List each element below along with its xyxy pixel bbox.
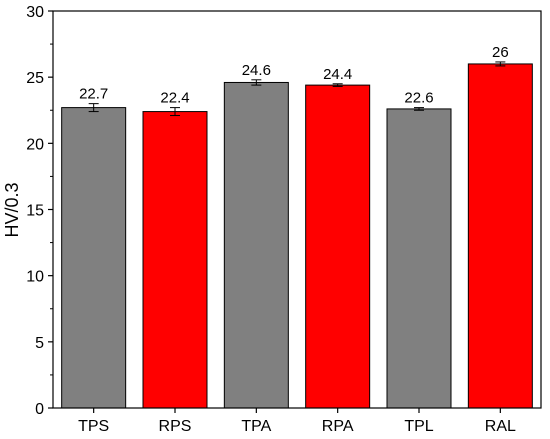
y-axis-title: HV/0.3 xyxy=(2,182,22,237)
x-tick-label: TPL xyxy=(404,418,433,435)
x-tick-label: RPS xyxy=(159,418,192,435)
bars xyxy=(61,61,533,409)
bar xyxy=(61,107,127,409)
data-labels: 22.7 22.4 24.6 24.4 22.6 26 xyxy=(79,44,509,107)
value-label: 22.6 xyxy=(404,90,433,107)
y-tick-label: 30 xyxy=(26,4,44,21)
bar xyxy=(142,111,208,409)
plot-frame xyxy=(52,10,542,409)
y-tick-label: 15 xyxy=(26,203,44,220)
value-label: 22.7 xyxy=(79,86,108,103)
y-tick-label: 0 xyxy=(35,401,44,418)
bar xyxy=(467,63,533,409)
y-tick-label: 10 xyxy=(26,269,44,286)
value-label: 22.4 xyxy=(160,90,189,107)
value-label: 24.6 xyxy=(242,62,271,79)
bar xyxy=(386,108,452,409)
bar xyxy=(305,84,371,409)
x-tick-label: RPA xyxy=(322,418,354,435)
x-tick-label: TPS xyxy=(78,418,109,435)
x-tick-label: RAL xyxy=(485,418,516,435)
bar xyxy=(223,81,289,409)
x-axis: TPS RPS TPA RPA TPL RAL xyxy=(78,408,516,435)
y-tick-label: 20 xyxy=(26,136,44,153)
value-label: 26 xyxy=(492,44,509,61)
y-axis: 0 5 10 15 20 25 30 xyxy=(26,4,53,418)
y-tick-label: 5 xyxy=(35,335,44,352)
y-tick-label: 25 xyxy=(26,70,44,87)
x-tick-label: TPA xyxy=(241,418,271,435)
value-label: 24.4 xyxy=(323,66,352,83)
